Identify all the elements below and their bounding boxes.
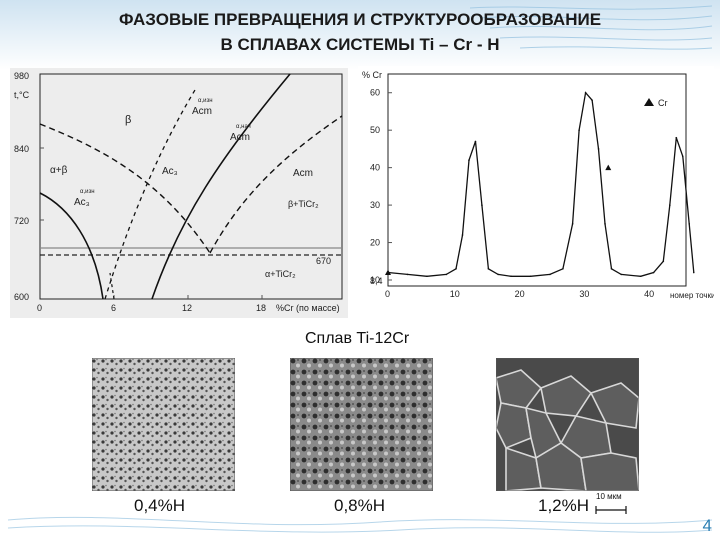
curve-right-dashed <box>209 115 343 254</box>
x-tick-label: 10 <box>450 289 460 299</box>
alloy-label: Сплав Ti-12Cr <box>305 330 410 347</box>
curve-steep-dashed <box>104 89 196 300</box>
scale-bar-label: 10 мкм <box>596 492 622 501</box>
acm-right-label: Acm <box>293 168 313 179</box>
x-tick-0: 0 <box>37 303 42 313</box>
acm-upper-sup: α,изн <box>198 98 213 104</box>
data-point-cr <box>597 148 600 150</box>
data-point-cr <box>461 234 464 236</box>
data-point-cr <box>688 223 691 225</box>
x-tick-label: 30 <box>579 289 589 299</box>
data-point-cr <box>584 91 587 94</box>
page-number: 4 <box>702 516 712 535</box>
legend-marker-triangle <box>644 98 654 106</box>
data-point-cr <box>426 275 428 278</box>
acm-mid-label: Acm <box>230 132 250 143</box>
data-point-cr <box>468 159 470 161</box>
chart-frame <box>387 73 687 287</box>
y-axis-label: t,°C <box>14 90 30 100</box>
data-point-cr <box>681 155 684 158</box>
ac3-label: Ac₃ <box>162 166 178 177</box>
data-point-cr <box>675 136 678 139</box>
x-axis-label: %Cr (по массе) <box>276 303 340 313</box>
micrograph-label-0-4h: 0,4%H <box>134 496 186 515</box>
data-point-cr <box>406 273 409 276</box>
data-point-cr <box>549 273 551 276</box>
curve-ac3-alpha <box>39 192 104 300</box>
y-tick-label: 30 <box>370 200 380 210</box>
data-point-cr <box>481 204 483 206</box>
curve-left-dashed <box>39 123 211 254</box>
y-tick-720: 720 <box>14 216 29 226</box>
x-tick-label: 20 <box>515 289 525 299</box>
y-tick-label: 50 <box>370 125 380 135</box>
curve-acm-upper <box>151 73 291 300</box>
data-point-cr <box>445 273 448 276</box>
data-point-cr <box>591 99 593 102</box>
region-alpha-beta-label: α+β <box>50 165 68 176</box>
data-point-cr <box>610 267 613 270</box>
y-tick-840: 840 <box>14 144 29 154</box>
x-tick-12: 12 <box>182 303 192 313</box>
data-point-cr <box>692 271 695 274</box>
data-point-cr <box>620 273 623 276</box>
x-axis-label: номер точки <box>670 291 714 300</box>
y-tick-label: 20 <box>370 238 380 248</box>
data-point-cr <box>571 223 574 225</box>
mini-dash <box>109 272 115 300</box>
y-tick-label: 10 <box>370 275 380 285</box>
data-point-cr <box>669 204 671 206</box>
data-point-cr <box>639 275 642 278</box>
y-tick-label: 40 <box>370 163 380 173</box>
micrograph-label-1-2h: 1,2%H <box>538 496 590 515</box>
micrograph-0-4h <box>92 358 235 491</box>
slide-title-line1: ФАЗОВЫЕ ПРЕВРАЩЕНИЯ И СТРУКТУРООБРАЗОВАН… <box>118 10 602 29</box>
x-tick-label: 40 <box>644 289 654 299</box>
micrograph-label-0-8h: 0,8%H <box>334 496 386 515</box>
acm-mid-sup: α,нач <box>236 124 251 130</box>
data-point-cr <box>455 267 457 270</box>
x-tick-6: 6 <box>111 303 116 313</box>
data-point-cr <box>474 140 477 143</box>
data-point-cr <box>562 267 564 270</box>
region-beta-label: β <box>125 114 131 126</box>
data-point-cr <box>529 275 532 278</box>
y-tick-980: 980 <box>14 71 29 81</box>
y-tick-label: 60 <box>370 88 380 98</box>
phase-diagram: 980 t,°C 840 720 600 0 6 12 18 %Cr (по м… <box>10 68 348 318</box>
region-beta-ticr-label: β+TiCr₂ <box>288 199 319 209</box>
region-alpha-ticr-label: α+TiCr₂ <box>265 269 296 279</box>
data-point-cr <box>662 260 665 263</box>
acm-upper-label: Acm <box>192 106 212 117</box>
line-label-670: 670 <box>316 256 331 266</box>
slide-title-line2: В СПЛАВАХ СИСТЕМЫ Ti – Cr - H <box>220 35 500 54</box>
series-marker-cr <box>385 269 391 276</box>
micrograph-1-2h <box>496 358 639 491</box>
y-tick-label-min: 8,4 <box>370 276 383 286</box>
x-tick-label: 0 <box>385 289 390 299</box>
data-point-cr <box>487 267 490 270</box>
y-tick-600: 600 <box>14 292 29 302</box>
scale-bar <box>595 506 627 514</box>
data-point-cr <box>604 223 606 225</box>
y-axis-label: % Cr <box>362 70 382 80</box>
data-point-cr <box>497 273 499 276</box>
x-tick-18: 18 <box>256 303 266 313</box>
data-point-cr <box>578 129 580 131</box>
ac3-left-sup: α,изн <box>80 189 95 195</box>
diagram-frame <box>39 73 343 300</box>
data-point-cr <box>510 275 512 278</box>
series-marker-cr <box>605 164 612 171</box>
legend-label: Cr <box>658 98 668 108</box>
ac3-left-label: Ac₃ <box>74 197 90 208</box>
data-point-cr <box>652 271 655 274</box>
micrograph-0-8h <box>290 358 433 491</box>
